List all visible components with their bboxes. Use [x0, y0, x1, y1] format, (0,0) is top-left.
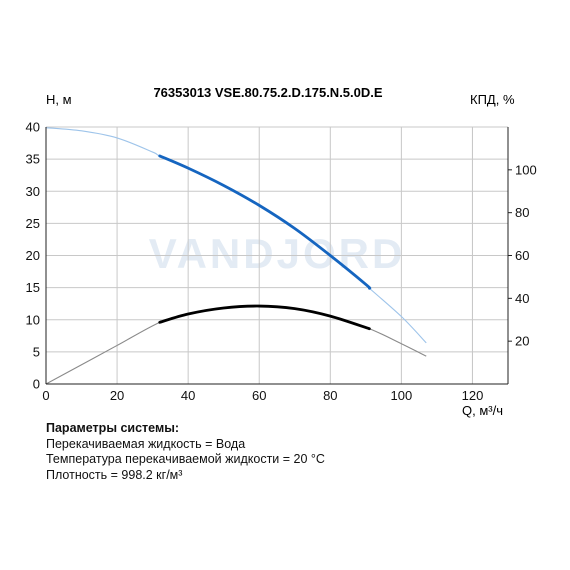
param-density: Плотность = 998.2 кг/м³: [46, 467, 183, 482]
y-tick-label: 30: [26, 184, 40, 199]
efficiency-curve-full: [45, 305, 427, 385]
tick-labels: 0 20 40 60 80 100 120 5 10 15 20 25 30 35 40 0 20 40 60 80 1…: [26, 120, 537, 404]
x-tick-label: 120: [462, 388, 484, 403]
x-tick-label: 100: [391, 388, 413, 403]
efficiency-curve-operating: [158, 304, 371, 331]
watermark-logo: VANDJORD: [149, 230, 406, 277]
system-parameters: Параметры системы: Перекачиваемая жидкос…: [46, 421, 325, 483]
chart-title: 76353013 VSE.80.75.2.D.175.N.5.0D.E: [153, 85, 382, 100]
y-tick-label: 0: [33, 377, 40, 392]
x-tick-label: 80: [323, 388, 337, 403]
y-tick-label: 10: [26, 312, 40, 327]
grid-lines: [45, 126, 508, 384]
y-tick-label: 15: [26, 280, 40, 295]
x-tick-label: 20: [110, 388, 124, 403]
y2-tick-label: 60: [515, 248, 529, 263]
pump-performance-chart: 76353013 VSE.80.75.2.D.175.N.5.0D.E Н, м…: [26, 85, 537, 418]
y2-axis-label: КПД, %: [470, 92, 515, 107]
param-temperature: Температура перекачиваемой жидкости = 20…: [46, 452, 325, 466]
y2-tick-label: 40: [515, 291, 529, 306]
y-tick-label: 40: [26, 120, 40, 135]
y-tick-label: 35: [26, 152, 40, 167]
x-tick-label: 0: [42, 388, 49, 403]
y2-tick-label: 80: [515, 205, 529, 220]
y2-tick-label: 100: [515, 162, 537, 177]
x-tick-label: 60: [252, 388, 266, 403]
y-tick-label: 20: [26, 248, 40, 263]
y-axis-label: Н, м: [46, 92, 72, 107]
x-axis-label: Q, м³/ч: [462, 403, 503, 418]
params-heading: Параметры системы:: [46, 421, 180, 435]
watermark-text: VANDJORD: [149, 230, 406, 277]
x-tick-label: 40: [181, 388, 195, 403]
head-curve-operating: [158, 154, 372, 290]
curves: [45, 127, 427, 385]
y-tick-label: 25: [26, 216, 40, 231]
y2-tick-label: 20: [515, 334, 529, 349]
param-fluid: Перекачиваемая жидкость = Вода: [46, 436, 246, 451]
y-tick-label: 5: [33, 344, 40, 359]
